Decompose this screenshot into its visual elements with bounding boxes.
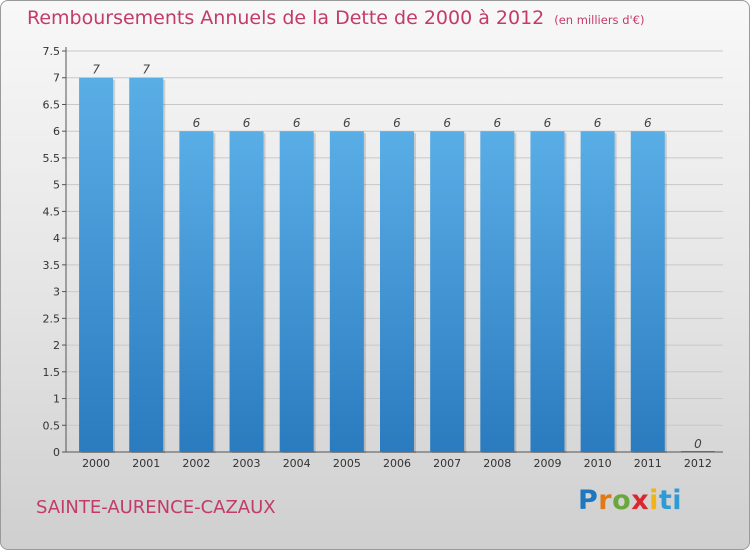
bar	[179, 131, 214, 452]
x-tick-label: 2010	[584, 457, 612, 470]
y-tick-label: 7	[53, 72, 60, 85]
logo-letter: ti	[658, 485, 683, 516]
bar	[430, 131, 465, 452]
data-label: 6	[293, 116, 301, 130]
y-tick-label: 4.5	[43, 205, 61, 218]
x-tick-label: 2001	[132, 457, 160, 470]
bar	[229, 131, 264, 452]
x-tick-label: 2012	[684, 457, 712, 470]
data-label: 6	[193, 116, 201, 130]
logo-letter: x	[631, 485, 650, 516]
y-tick-label: 3.5	[43, 259, 61, 272]
chart-title-block: Remboursements Annuels de la Dette de 20…	[27, 7, 644, 29]
x-tick-label: 2011	[634, 457, 662, 470]
y-tick-label: 2	[53, 339, 60, 352]
x-tick-label: 2006	[383, 457, 411, 470]
data-label: 6	[343, 116, 351, 130]
data-label: 7	[142, 63, 150, 77]
data-label: 6	[644, 116, 652, 130]
bar	[530, 131, 565, 452]
bars	[79, 77, 715, 453]
x-tick-label: 2008	[483, 457, 511, 470]
bar	[129, 77, 164, 452]
chart-title: Remboursements Annuels de la Dette de 20…	[27, 7, 545, 29]
bar	[630, 131, 665, 452]
commune-name: SAINTE-AURENCE-CAZAUX	[36, 497, 276, 518]
x-tick-label: 2005	[333, 457, 361, 470]
bar	[380, 131, 414, 452]
data-label: 7	[92, 63, 100, 77]
x-tick-label: 2004	[283, 457, 311, 470]
bar	[580, 131, 615, 452]
logo-letter: r	[598, 485, 613, 516]
y-tick-label: 6	[53, 125, 60, 138]
y-tick-label: 7.5	[43, 45, 61, 58]
data-label: 0	[694, 437, 702, 451]
data-label: 6	[243, 116, 251, 130]
y-tick-label: 5.5	[43, 152, 61, 165]
x-tick-label: 2003	[233, 457, 261, 470]
logo-letter: P	[578, 485, 599, 516]
x-tick-label: 2007	[433, 457, 461, 470]
y-tick-label: 4	[53, 232, 60, 245]
bar	[79, 77, 114, 452]
chart-subtitle: (en milliers d'€)	[554, 13, 645, 27]
logo-letter: o	[612, 485, 632, 516]
y-tick-labels: 0 0.5 1 1.5 2 2.5 3 3.5 4 4.5 5 5.5 6 6.5 7 7.5	[43, 45, 61, 459]
bar	[480, 131, 515, 452]
x-tick-label: 2000	[82, 457, 110, 470]
y-tick-label: 1.5	[43, 366, 61, 379]
y-tick-label: 3	[53, 286, 60, 299]
data-label: 6	[594, 116, 602, 130]
proxiti-logo: Proxiti	[578, 487, 682, 514]
y-tick-label: 0.5	[43, 419, 61, 432]
y-tick-label: 6.5	[43, 98, 61, 111]
y-tick-label: 0	[53, 446, 60, 459]
bar	[279, 131, 314, 452]
data-labels: 7 7 6 6 6 6 6 6 6 6 6 6 0	[92, 63, 702, 451]
y-tick-label: 5	[53, 179, 60, 192]
data-label: 6	[443, 116, 451, 130]
x-tick-labels: 2000 2001 2002 2003 2004 2005 2006 2007 2008 2009…	[82, 457, 712, 470]
logo-letter: i	[649, 485, 659, 516]
data-label: 6	[393, 116, 401, 130]
x-tick-label: 2009	[533, 457, 561, 470]
data-label: 6	[493, 116, 501, 130]
y-tick-label: 2.5	[43, 312, 61, 325]
bar	[680, 451, 715, 452]
x-tick-label: 2002	[182, 457, 210, 470]
data-label: 6	[544, 116, 552, 130]
y-tick-label: 1	[53, 393, 60, 406]
bar	[329, 131, 364, 452]
